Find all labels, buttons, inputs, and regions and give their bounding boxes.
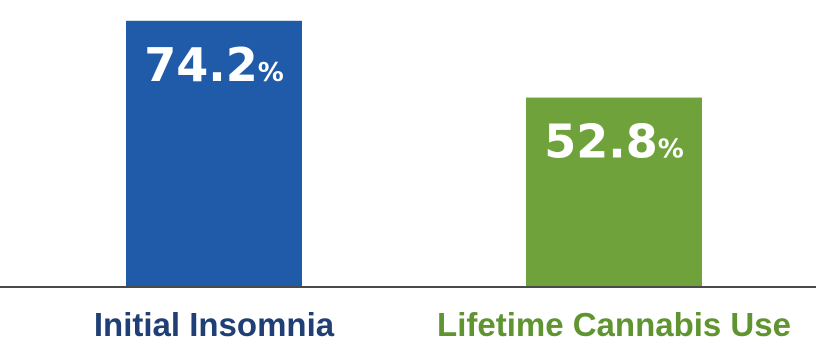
value-label-percent: % (258, 58, 284, 88)
category-label-0: Initial Insomnia (94, 306, 335, 343)
value-label-1: 52.8% (544, 115, 684, 169)
bars-group (126, 20, 702, 288)
value-label-0: 74.2% (144, 38, 284, 92)
bar-0 (126, 20, 302, 288)
category-label-1: Lifetime Cannabis Use (437, 306, 791, 343)
value-label-number: 52.8 (544, 115, 658, 169)
value-label-percent: % (658, 135, 684, 165)
value-label-number: 74.2 (144, 38, 258, 92)
category-labels-group: Initial Insomnia Lifetime Cannabis Use (94, 306, 791, 343)
value-labels-group: 74.2%52.8% (144, 38, 684, 169)
bar-1 (526, 97, 702, 287)
